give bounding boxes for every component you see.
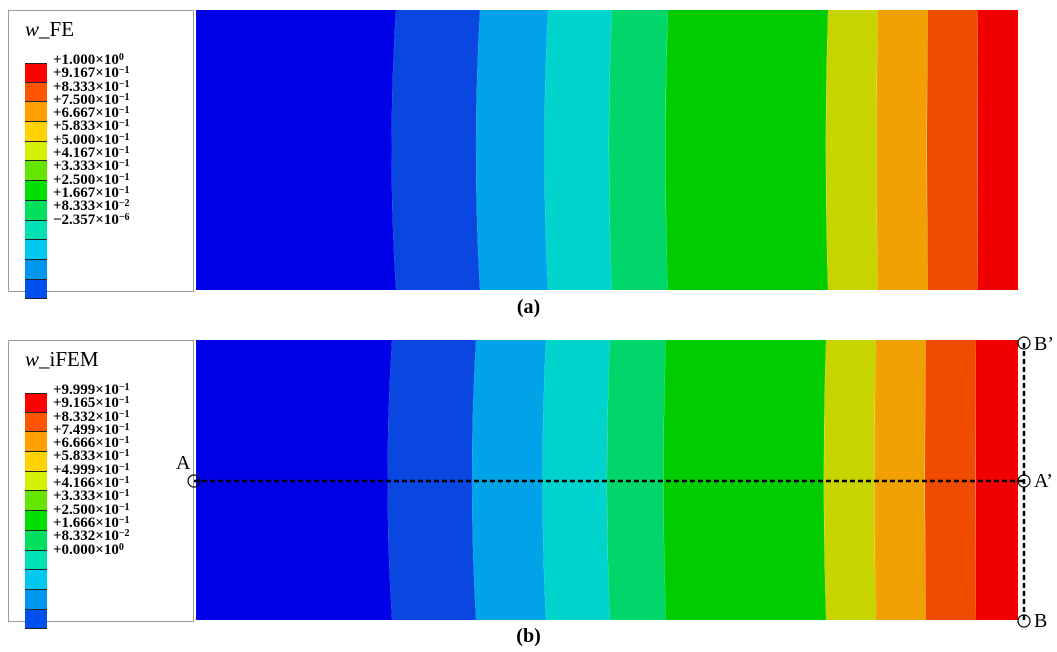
- legend-value: +5.833×10−1: [53, 448, 130, 465]
- legend-swatches: [25, 63, 47, 300]
- legend-swatch: [25, 240, 47, 260]
- legend-value: +8.332×10−1: [53, 408, 130, 425]
- legend-value: +4.166×10−1: [53, 475, 130, 492]
- caption-a: (a): [516, 296, 541, 318]
- legend-variable: w: [25, 17, 40, 41]
- legend-value: +1.666×10−1: [53, 514, 130, 531]
- contour-band: [977, 10, 1018, 290]
- legend-value: +9.167×10−1: [53, 65, 130, 82]
- contour-band: [387, 340, 476, 620]
- contour-band: [544, 10, 612, 290]
- caption-b: (b): [516, 625, 541, 647]
- path-overlay: [187, 336, 1031, 628]
- legend-swatches: [25, 393, 47, 630]
- panel-a: w_FE +1.000×100 +9.167×10−1 +8.333×10−1 +7.…: [8, 10, 1018, 318]
- legend-swatch: [25, 432, 47, 453]
- legend-value: +7.499×10−1: [53, 421, 130, 438]
- legend-value: +8.333×10−2: [53, 198, 130, 215]
- contour-band: [665, 10, 828, 290]
- legend-swatch: [25, 609, 47, 630]
- legend-value: +4.167×10−1: [53, 145, 130, 162]
- contour-band: [663, 340, 826, 620]
- legend-title-ifem: w_iFEM: [25, 347, 99, 372]
- legend-swatch: [25, 550, 47, 571]
- legend-value: +3.333×10−1: [53, 488, 130, 505]
- point-a-label: A: [176, 452, 191, 474]
- legend-value: +1.667×10−1: [53, 184, 130, 201]
- legend-labels: +9.999×10−1 +9.165×10−1 +8.332×10−1 +7.499×…: [53, 382, 130, 558]
- legend-value: +1.000×100: [53, 52, 124, 68]
- legend-swatch: [25, 570, 47, 590]
- legend-value: +7.500×10−1: [53, 91, 130, 108]
- legend-swatch: [25, 279, 47, 300]
- legend-swatch: [25, 589, 47, 610]
- legend-value: +2.500×10−1: [53, 171, 130, 188]
- legend-swatch: [25, 200, 47, 221]
- legend-swatch: [25, 259, 47, 280]
- legend-swatch: [25, 511, 47, 531]
- contour-plot-fe: [196, 10, 1018, 290]
- legend-swatch: [25, 393, 47, 413]
- contour-band: [476, 10, 548, 290]
- point-b-prime-marker: [1017, 336, 1031, 350]
- contour-band: [826, 10, 878, 290]
- legend-value: +8.333×10−1: [53, 78, 130, 95]
- contour-band: [876, 10, 928, 290]
- legend-value: −2.357×10−6: [53, 211, 130, 228]
- contour-band: [196, 10, 396, 290]
- legend-value: +9.165×10−1: [53, 395, 130, 412]
- contour-band: [927, 10, 978, 290]
- legend-value: +5.833×10−1: [53, 118, 130, 135]
- legend-swatch: [25, 491, 47, 512]
- legend-value: +8.332×10−2: [53, 528, 130, 545]
- legend-value: +2.500×10−1: [53, 501, 130, 518]
- point-b-marker: [1017, 614, 1031, 628]
- legend-swatch: [25, 102, 47, 123]
- legend-swatch: [25, 82, 47, 103]
- legend-swatch: [25, 220, 47, 241]
- contour-band: [391, 10, 480, 290]
- legend-value: +0.000×100: [53, 541, 124, 558]
- contour-band: [542, 340, 610, 620]
- legend-swatch: [25, 63, 47, 83]
- contour-band: [609, 10, 668, 290]
- point-b-label: B: [1034, 610, 1048, 632]
- legend-ifem: w_iFEM +9.999×10−1 +9.165×10−1 +8.332×10−1…: [8, 340, 194, 630]
- legend-swatch: [25, 161, 47, 182]
- point-a-marker: [187, 474, 201, 488]
- legend-labels: +1.000×100 +9.167×10−1 +8.333×10−1 +7.500×1…: [53, 52, 130, 228]
- point-a-prime-label: A’: [1034, 470, 1053, 492]
- point-b-prime-label: B’: [1034, 333, 1054, 355]
- legend-suffix: _iFEM: [39, 347, 99, 371]
- panel-b: w_iFEM +9.999×10−1 +9.165×10−1 +8.332×10−1…: [0, 330, 1057, 652]
- legend-fe: w_FE +1.000×100 +9.167×10−1 +8.333×10−1 +7.…: [8, 10, 194, 300]
- legend-swatch: [25, 471, 47, 492]
- legend-swatch: [25, 122, 47, 142]
- legend-swatch: [25, 141, 47, 162]
- legend-value: +6.667×10−1: [53, 105, 130, 122]
- legend-variable: w: [25, 347, 40, 371]
- legend-value: +5.000×10−1: [53, 131, 130, 148]
- legend-suffix: _FE: [39, 17, 75, 41]
- point-a-prime-marker: [1017, 474, 1031, 488]
- legend-value: +6.666×10−1: [53, 435, 130, 452]
- legend-title-fe: w_FE: [25, 17, 74, 42]
- legend-swatch: [25, 452, 47, 472]
- legend-swatch: [25, 530, 47, 551]
- legend-value: +9.999×10−1: [53, 382, 130, 398]
- legend-swatch: [25, 412, 47, 433]
- legend-value: +4.999×10−1: [53, 461, 130, 478]
- legend-swatch: [25, 181, 47, 201]
- legend-value: +3.333×10−1: [53, 158, 130, 175]
